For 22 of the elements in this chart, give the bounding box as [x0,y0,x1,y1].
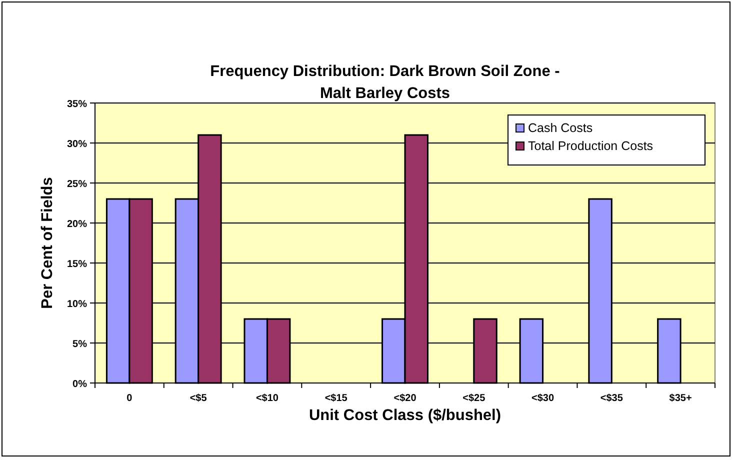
x-tick-label: <$20 [394,393,417,404]
y-tick-label: 15% [66,259,88,270]
y-axis-title: Per Cent of Fields [39,177,56,309]
y-tick-label: 5% [72,339,88,350]
x-tick-label: <$5 [190,393,208,404]
x-tick-label: <$35 [600,393,624,404]
x-tick-label: <$15 [324,393,348,404]
x-tick-label: $35+ [669,393,692,404]
y-tick-label: 30% [66,139,88,150]
y-tick-label: 0% [72,379,88,390]
y-tick-label: 10% [66,299,88,310]
x-tick-label: <$25 [462,393,486,404]
x-tick-label: <$10 [256,393,279,404]
chart-title: Frequency Distribution: Dark Brown Soil Zone - Malt Barley Costs [210,63,560,102]
legend-label: Cash Costs [528,121,593,135]
legend-label: Total Production Costs [528,139,654,153]
x-tick-label: <$30 [532,393,554,404]
y-tick-label: 35% [66,99,88,110]
y-tick-label: 20% [66,219,88,230]
x-axis-title: Unit Cost Class ($/bushel) [308,407,502,424]
x-tick-label: 0 [126,393,133,404]
y-tick-label: 25% [66,179,88,190]
